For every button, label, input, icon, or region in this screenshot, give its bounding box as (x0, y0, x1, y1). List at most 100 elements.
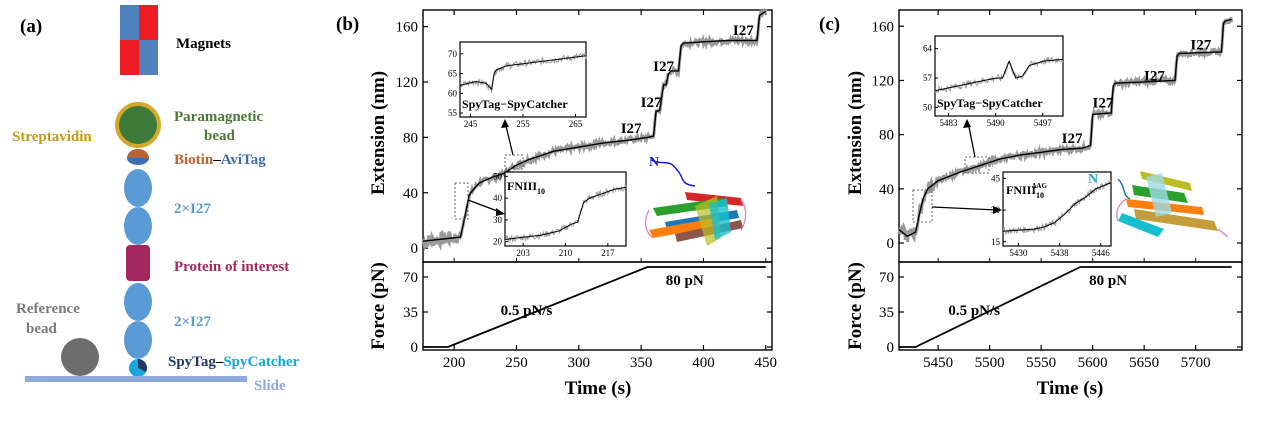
extension-ticks: 0 40 80 120 160 (396, 20, 772, 257)
inset-y-tick-label: 65 (448, 69, 458, 79)
inset-trace (934, 58, 1064, 92)
y-tick-label: 35 (403, 305, 418, 321)
step-label: I27 (1144, 68, 1165, 84)
x-tick-label: 200 (443, 355, 466, 371)
spytag-zoom-arrow (967, 121, 976, 158)
force-annotation: 0.5 pN/s (948, 303, 1000, 319)
paramagnetic-label-line2: bead (204, 128, 236, 144)
x-tick-label: 400 (692, 355, 715, 371)
y-tick-label: 70 (403, 270, 418, 286)
step-label: I27 (641, 95, 662, 111)
extension-trace-raw (421, 7, 768, 253)
inset-y-tick-label: 30 (493, 215, 503, 225)
inset-x-tick-label: 5438 (1051, 248, 1070, 258)
n-terminus-label: N (649, 155, 659, 170)
arrow-head-icon (963, 119, 971, 128)
spytag-dash: – (215, 354, 224, 370)
inset-label-sup: ΔAG (1032, 182, 1047, 190)
force-annotations: 0.5 pN/s 80 pN (501, 273, 704, 319)
reference-bead-icon (61, 338, 99, 376)
step-label: I27 (1190, 37, 1211, 53)
inset-label-main: FNIII (1006, 183, 1036, 197)
inset-frame (504, 171, 627, 247)
y-tick-label: 160 (872, 19, 895, 35)
force-axis-label: Force (pN) (368, 262, 389, 350)
step-labels: I27 I27 I27 I27 (621, 23, 755, 137)
x-tick-label: 5450 (923, 355, 953, 371)
spytag-zoom-arrow (504, 121, 514, 156)
inset-y-tick-label: 55 (448, 108, 458, 118)
inset-fniii10: 203 210 217 20 30 40 50 FNIII10 (493, 171, 627, 258)
arrow-head-icon (496, 208, 505, 216)
inset-trace (1002, 182, 1112, 232)
inset-label: SpyTag−SpyCatcher (937, 96, 1043, 110)
inset-label: FNIII10 (507, 179, 545, 196)
inset-x-tick-label: 210 (559, 248, 573, 258)
y-tick-label: 80 (403, 130, 418, 146)
inset-y-tick-label: 50 (923, 103, 933, 113)
step-label: I27 (1062, 131, 1083, 147)
inset-label-sub: 10 (537, 187, 545, 196)
paramagnetic-bead-icon (115, 102, 161, 148)
i27-domain-icon (124, 169, 152, 207)
panel-a-label: (a) (20, 16, 42, 37)
x-tick-label: 450 (755, 355, 778, 371)
inset-trace (459, 55, 587, 91)
extension-axis-label: Extension (nm) (845, 71, 866, 195)
force-trace (899, 266, 1232, 348)
inset-y-tick-label: 30 (991, 205, 1001, 215)
y-tick-label: 0 (887, 236, 895, 252)
force-axes-frame (422, 261, 773, 351)
x-tick-label: 5700 (1181, 355, 1211, 371)
inset-y-tick-label: 40 (493, 193, 503, 203)
protein-of-interest-label: Protein of interest (174, 259, 289, 275)
inset-label: SpyTag−SpyCatcher (462, 97, 568, 111)
inset-y-tick-label: 20 (493, 237, 503, 247)
i27-domain-icon (124, 207, 152, 245)
panel-c: (c) 0 40 80 120 160 0 35 70 5450 5500 5550 5600 56… (819, 9, 1243, 399)
inset-x-tick-label: 5430 (1009, 248, 1028, 258)
extension-trace (898, 18, 1232, 238)
inset-x-tick-label: 5483 (939, 118, 958, 128)
step-label: I27 (621, 121, 642, 137)
inset-x-tick-label: 217 (601, 248, 615, 258)
spytag-spycatcher-label: SpyTag–SpyCatcher (168, 354, 299, 370)
inset-spytag-spycatcher: 5483 5490 5497 50 57 64 SpyTag−SpyCatcher (923, 35, 1064, 128)
inset-x-tick-label: 265 (569, 119, 583, 129)
inset-label-main: SpyTag−SpyCatcher (462, 97, 568, 111)
inset-y-tick-label: 60 (448, 88, 458, 98)
i27-top-label: 2×I27 (174, 201, 211, 217)
panel-a: (a) Magnets Paramagnetic bead Streptavid… (12, 5, 299, 394)
y-tick-label: 40 (879, 182, 894, 198)
force-ticks: 0 35 70 (879, 270, 1242, 356)
i27-bottom-label: 2×I27 (174, 314, 211, 330)
inset-x-tick-label: 203 (516, 248, 530, 258)
time-axis-label: Time (s) (1037, 378, 1104, 399)
inset-x-tick-label: 5490 (987, 118, 1006, 128)
time-axis-label: Time (s) (565, 378, 632, 399)
fniii-zoom-region (912, 189, 933, 223)
arrow-head-icon (501, 119, 509, 128)
slide-label: Slide (254, 378, 286, 394)
y-tick-label: 35 (879, 305, 894, 321)
i27-domain-icon (124, 283, 152, 321)
force-annotation: 80 pN (666, 273, 704, 289)
inset-x-tick-label: 255 (516, 119, 530, 129)
panel-c-label: (c) (819, 14, 840, 35)
inset-frame (1002, 171, 1112, 247)
fniii-zoom-arrow (931, 206, 998, 211)
panel-b: (b) 0 40 80 120 160 0 35 70 200 250 300 350 400 450… (336, 7, 778, 399)
y-tick-label: 0 (887, 340, 895, 356)
i27-domain-icon (124, 321, 152, 359)
time-ticks: 5450 5500 5550 5600 5650 5700 (923, 10, 1211, 371)
streptavidin-label: Streptavidin (12, 129, 92, 145)
magnets-label: Magnets (176, 36, 231, 52)
step-label: I27 (653, 59, 674, 75)
y-tick-label: 0 (411, 241, 419, 257)
reference-bead-label-line2: bead (26, 321, 58, 337)
inset-frame (459, 41, 587, 118)
inset-trace (504, 186, 627, 240)
fniii-zoom-arrow (467, 199, 501, 213)
force-axes-frame (898, 261, 1243, 351)
